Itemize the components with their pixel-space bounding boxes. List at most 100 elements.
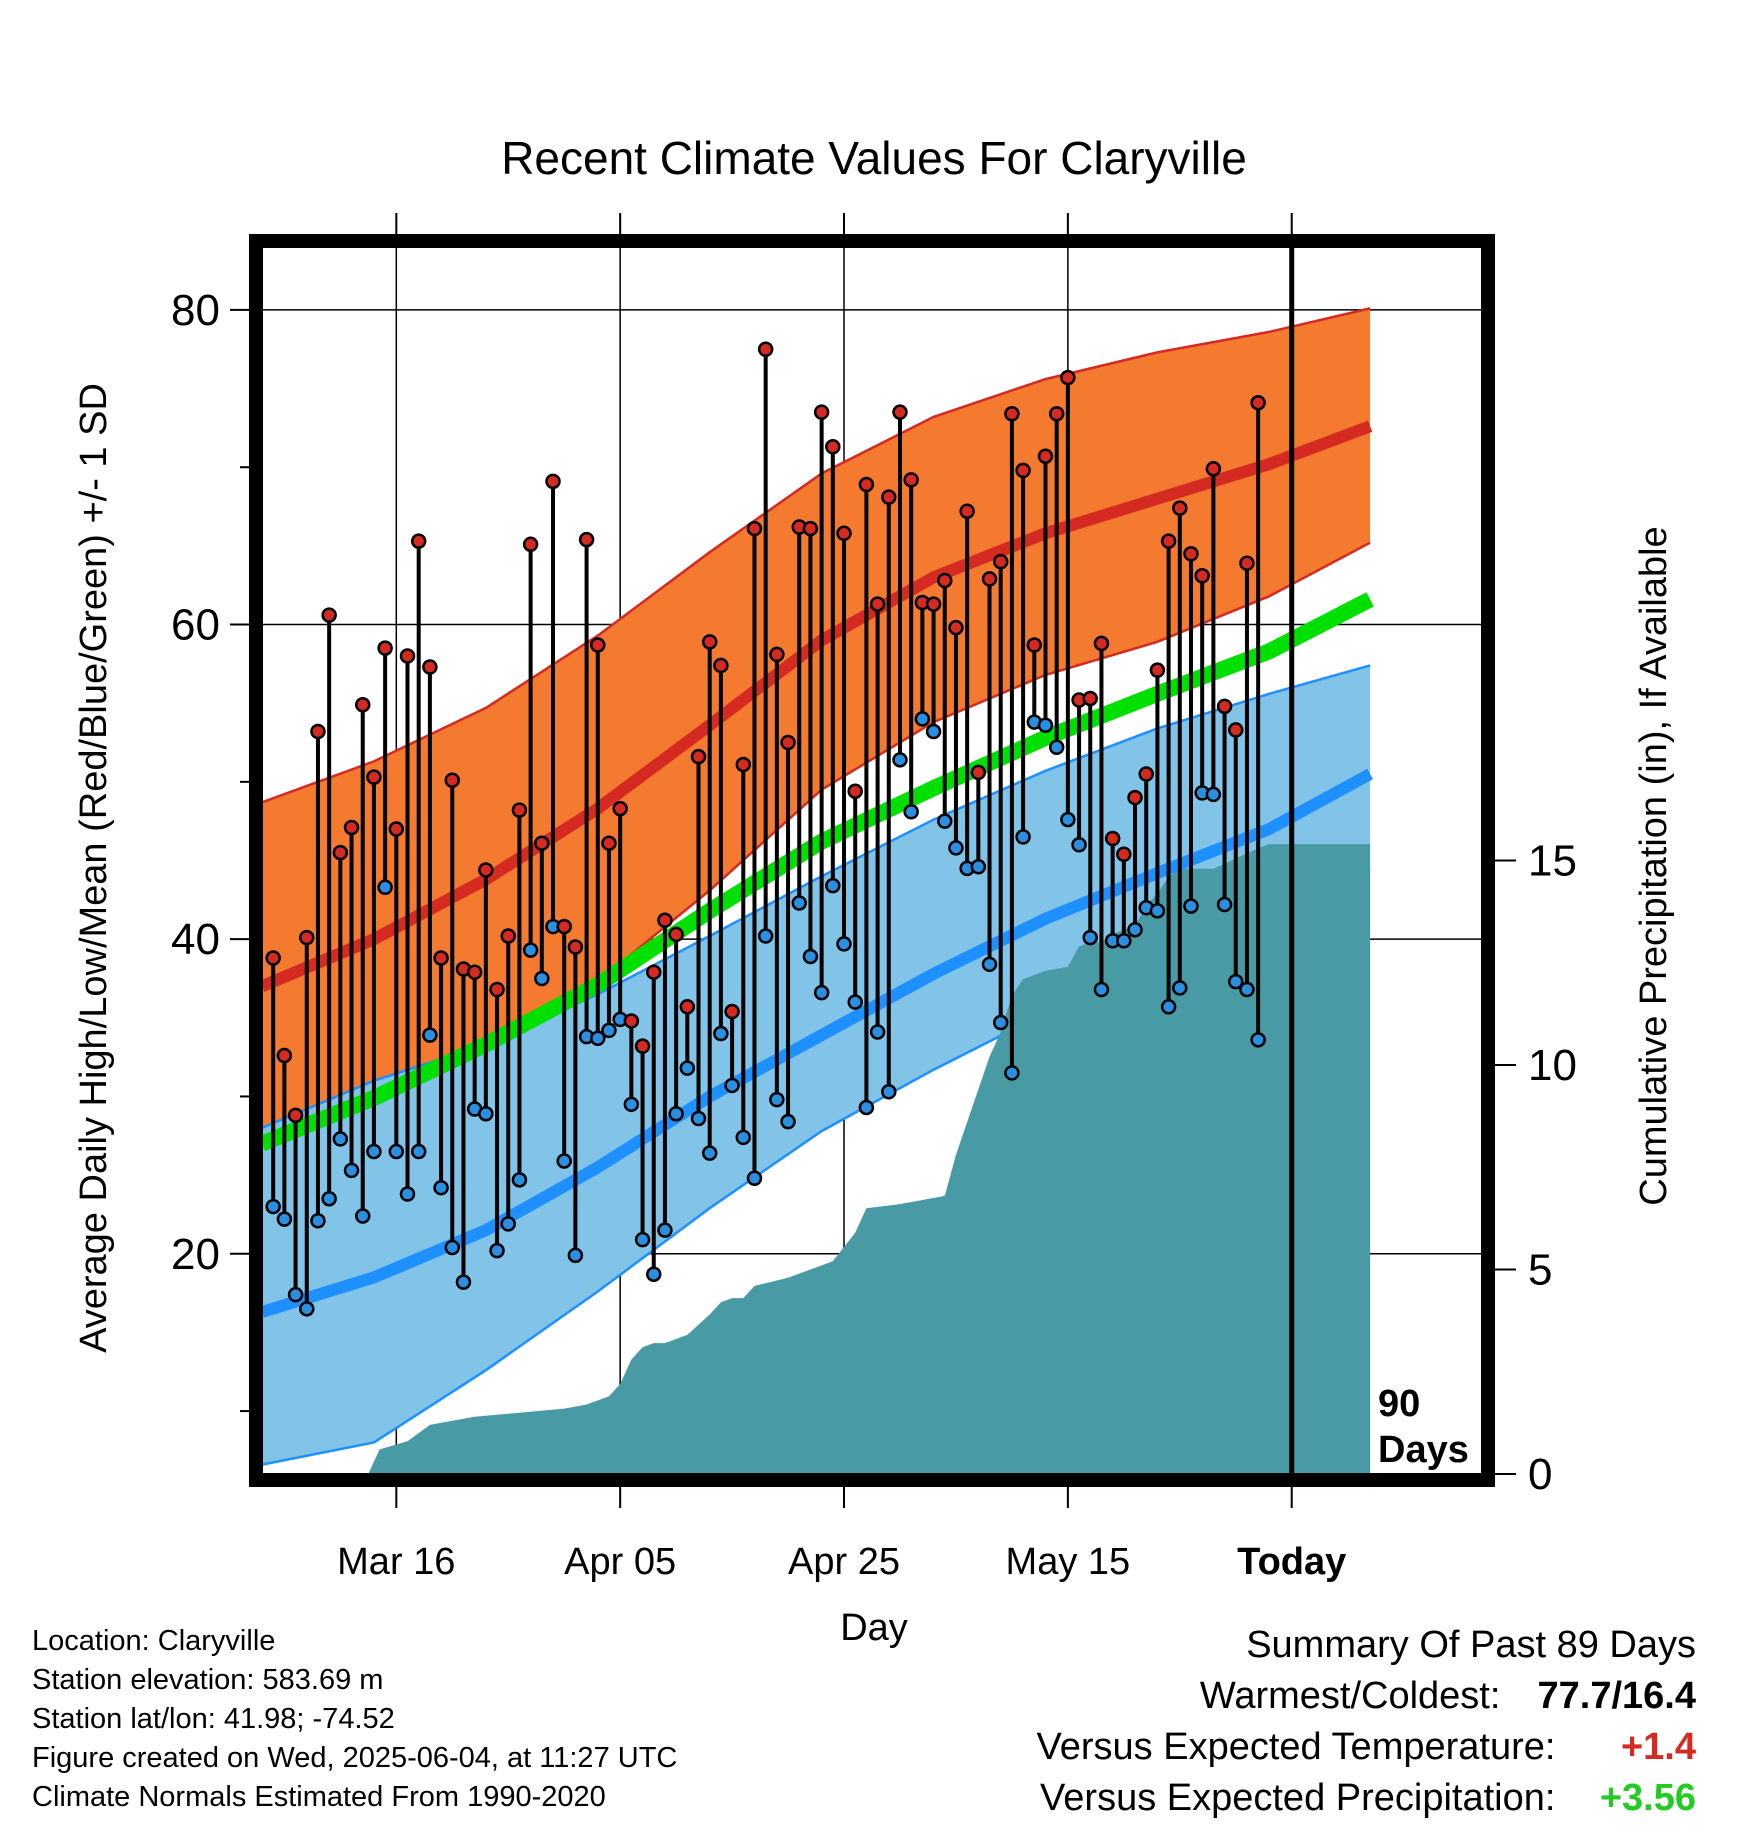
daily-high-point	[276, 1047, 293, 1064]
daily-low-point	[433, 1179, 449, 1196]
daily-high-point	[1172, 500, 1188, 516]
daily-low-point	[399, 1186, 416, 1202]
daily-low-point	[343, 1162, 360, 1179]
daily-low-point	[623, 1096, 640, 1113]
warmest-coldest-label: Warmest/Coldest:	[1199, 1675, 1501, 1717]
daily-high-point	[1149, 662, 1166, 678]
daily-high-point	[1160, 533, 1177, 549]
daily-low-point	[1048, 739, 1065, 755]
temperature-departure-label: Versus Expected Temperature:	[1036, 1726, 1556, 1768]
daily-low-point	[310, 1212, 326, 1229]
daily-high-point	[332, 844, 349, 861]
y2-tick-label: 10	[1528, 1041, 1577, 1090]
daily-high-point	[287, 1107, 304, 1124]
precipitation-departure-value: +3.56	[1599, 1777, 1696, 1819]
today-marker-days: 90	[1378, 1383, 1420, 1425]
daily-low-point	[1205, 786, 1222, 803]
daily-low-point	[657, 1222, 673, 1238]
daily-high-point	[1015, 462, 1031, 479]
daily-low-point	[1216, 896, 1233, 913]
daily-high-point	[690, 748, 707, 765]
y-tick-label: 20	[171, 1230, 220, 1279]
daily-high-point	[1082, 690, 1099, 707]
y2-axis-label: Cumulative Precipitation (in), If Availa…	[1633, 526, 1675, 1205]
daily-high-point	[612, 800, 628, 817]
daily-high-point	[657, 912, 673, 929]
location-label: Location: Claryville	[32, 1625, 276, 1657]
daily-high-point	[735, 756, 752, 773]
daily-high-point	[981, 571, 998, 587]
daily-high-point	[567, 939, 584, 955]
daily-high-point	[724, 1003, 740, 1020]
daily-high-point	[1205, 461, 1222, 477]
daily-low-point	[522, 942, 539, 958]
daily-low-point	[981, 956, 998, 973]
daily-high-point	[556, 918, 572, 935]
y-axis-label: Average Daily High/Low/Mean (Red/Blue/Gr…	[73, 383, 115, 1353]
daily-low-point	[1239, 981, 1255, 998]
daily-high-point	[769, 646, 785, 663]
daily-low-point	[948, 840, 964, 856]
daily-high-point	[813, 404, 830, 420]
daily-high-point	[1116, 846, 1132, 862]
precipitation-departure-label: Versus Expected Precipitation:	[1040, 1777, 1556, 1819]
today-marker-days-label: Days	[1378, 1429, 1469, 1471]
daily-high-point	[679, 999, 696, 1015]
daily-values	[265, 341, 1266, 1317]
station-info: Location: Claryville Station elevation: …	[32, 1622, 677, 1817]
daily-high-point	[1216, 698, 1233, 715]
daily-low-point	[1037, 717, 1054, 733]
daily-low-point	[534, 970, 550, 987]
daily-high-point	[444, 772, 461, 789]
daily-high-point	[466, 964, 483, 980]
daily-low-point	[388, 1143, 405, 1160]
summary-precipitation: Versus Expected Precipitation: +3.56	[796, 1773, 1696, 1824]
daily-low-point	[701, 1145, 718, 1161]
daily-high-point	[590, 637, 606, 653]
daily-low-point	[746, 1170, 763, 1187]
daily-high-point	[836, 525, 852, 542]
daily-low-point	[679, 1060, 696, 1076]
daily-high-point	[433, 950, 449, 966]
daily-low-point	[970, 859, 987, 875]
daily-high-point	[1104, 830, 1121, 847]
daily-high-point	[892, 404, 908, 420]
daily-low-point	[500, 1216, 516, 1232]
daily-low-point	[992, 1014, 1009, 1031]
daily-high-point	[265, 950, 281, 966]
daily-low-point	[556, 1153, 572, 1169]
warmest-coldest-value: 77.7/16.4	[1537, 1675, 1696, 1717]
daily-high-point	[522, 536, 539, 553]
daily-high-point	[1048, 405, 1065, 422]
x-tick-label: Today	[1237, 1541, 1346, 1583]
daily-low-point	[332, 1131, 349, 1147]
daily-high-point	[634, 1038, 651, 1054]
daily-low-point	[299, 1301, 315, 1317]
daily-low-point	[724, 1077, 740, 1094]
daily-low-point	[690, 1110, 707, 1127]
daily-high-point	[410, 533, 427, 549]
daily-low-point	[567, 1247, 584, 1264]
daily-low-point	[321, 1190, 337, 1207]
daily-high-point	[645, 964, 662, 980]
daily-low-point	[757, 928, 774, 944]
daily-low-point	[478, 1106, 494, 1122]
daily-high-point	[869, 596, 886, 612]
daily-low-point	[422, 1027, 438, 1043]
daily-low-point	[287, 1286, 304, 1303]
daily-high-point	[500, 928, 516, 944]
daily-high-point	[1060, 369, 1076, 386]
daily-low-point	[645, 1266, 662, 1282]
daily-high-point	[802, 520, 819, 537]
station-latlon: Station lat/lon: 41.98; -74.52	[32, 1703, 395, 1735]
daily-high-point	[903, 472, 919, 488]
daily-high-point	[623, 1013, 640, 1029]
daily-low-point	[455, 1274, 472, 1290]
daily-high-point	[399, 648, 416, 664]
daily-high-point	[478, 862, 494, 878]
daily-low-point	[1172, 980, 1188, 996]
daily-high-point	[343, 819, 360, 836]
summary-temperature: Versus Expected Temperature: +1.4	[796, 1722, 1696, 1773]
daily-low-point	[1015, 829, 1031, 845]
